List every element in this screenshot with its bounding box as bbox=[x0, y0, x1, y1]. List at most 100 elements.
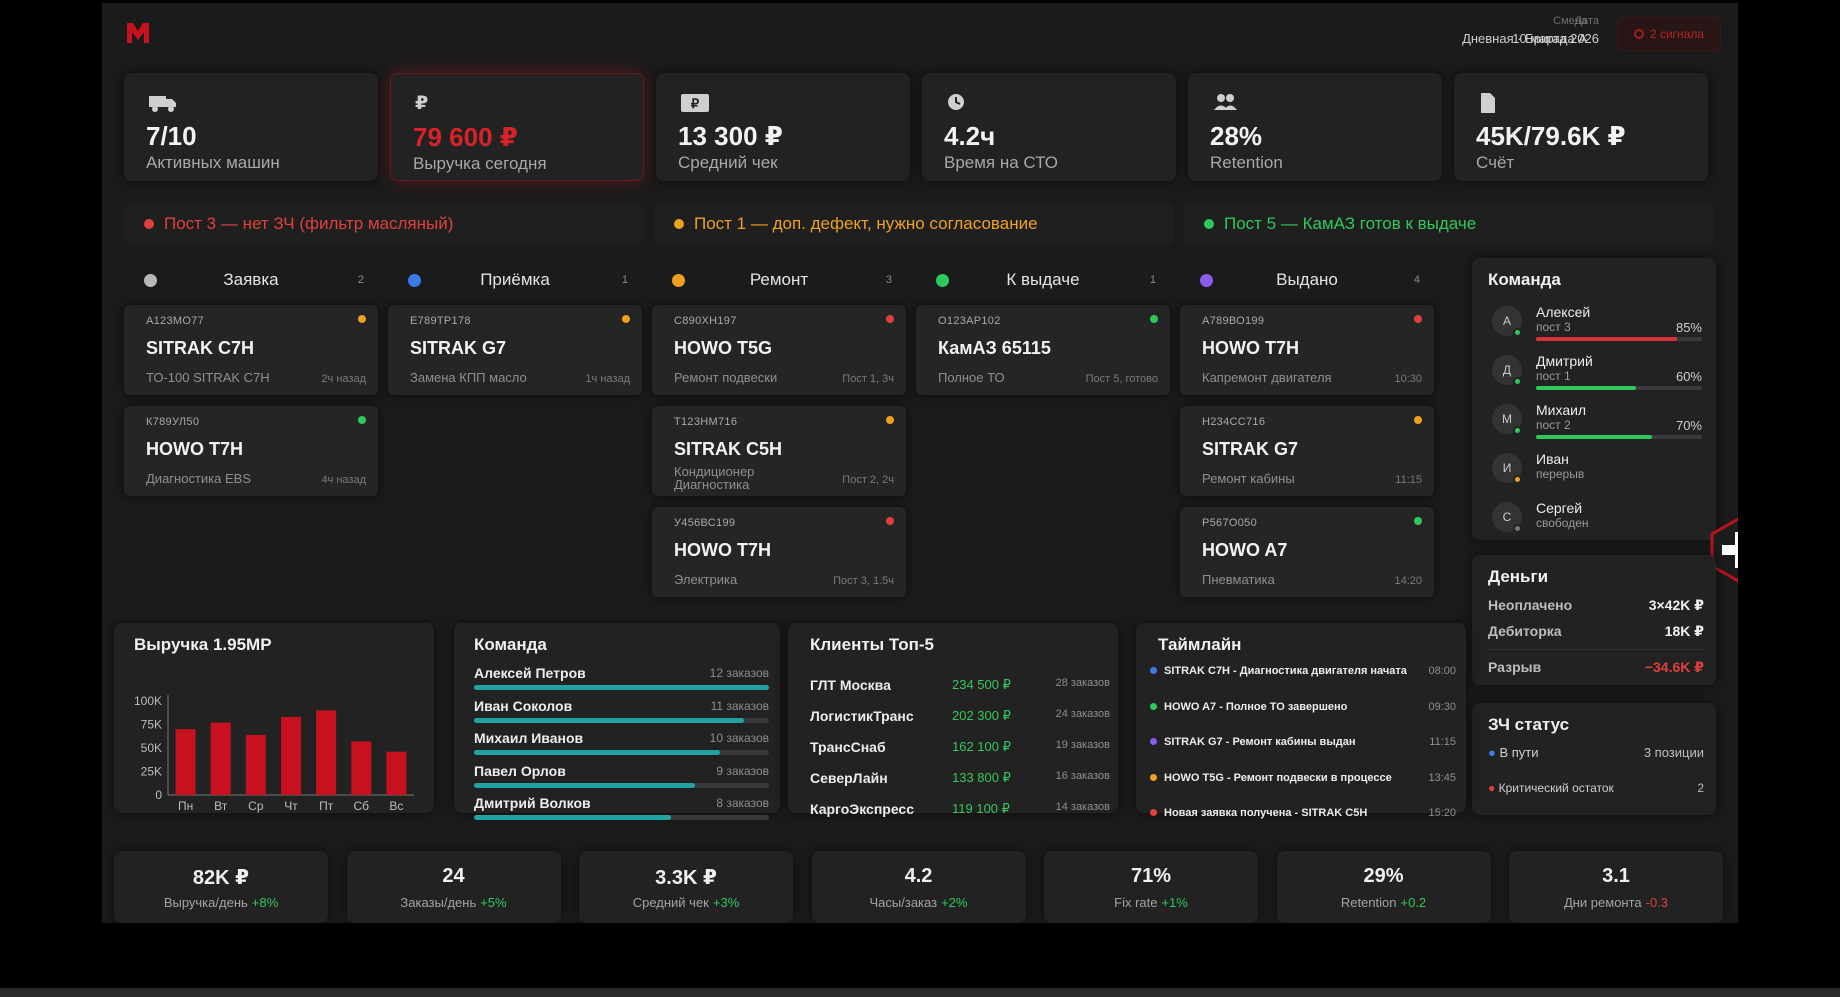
kpi-value: 13 300 ₽ bbox=[678, 121, 783, 151]
vehicle-plate: К789УЛ50 bbox=[146, 416, 200, 428]
timeline-row[interactable]: Новая заявка получена - SITRAK C5H 15:20 bbox=[1150, 807, 1456, 827]
revenue-bar[interactable] bbox=[281, 716, 301, 795]
timeline-row[interactable]: SITRAK C7H - Диагностика двигателя начат… bbox=[1150, 665, 1456, 685]
orders-bar bbox=[474, 717, 769, 723]
team-order-row[interactable]: Иван Соколов 11 заказов bbox=[474, 698, 769, 730]
kpi-invoice[interactable]: 45K/79.6K ₽ Счёт bbox=[1454, 73, 1708, 181]
kpi-avg-check[interactable]: ₽ 13 300 ₽ Средний чек bbox=[656, 73, 910, 181]
stat-card[interactable]: 3.1 Дни ремонта -0.3 bbox=[1509, 851, 1723, 923]
column-count: 4 bbox=[1413, 274, 1420, 286]
stat-value: 71% bbox=[1130, 865, 1172, 887]
timeline-row[interactable]: SITRAK G7 - Ремонт кабины выдан 11:15 bbox=[1150, 736, 1456, 756]
team-order-row[interactable]: Дмитрий Волков 8 заказов bbox=[474, 795, 769, 827]
kpi-revenue-today[interactable]: ₽ 79 600 ₽ Выручка сегодня bbox=[390, 73, 644, 181]
stat-card[interactable]: 82K ₽ Выручка/день +8% bbox=[114, 851, 328, 923]
vehicle-card[interactable]: Е789ТР178 SITRAK G7 Замена КПП масло 1ч наз… bbox=[388, 305, 642, 395]
money-panel: Деньги Неоплачено 3×42K ₽ Дебиторка 18K … bbox=[1472, 555, 1716, 685]
vehicle-card[interactable]: Р567О050 HOWO A7 Пневматика 14:20 bbox=[1180, 507, 1434, 597]
alarm-button[interactable]: 2 сигнала bbox=[1617, 17, 1721, 51]
vehicle-card[interactable]: К789УЛ50 HOWO T7H Диагностика EBS 4ч назад bbox=[124, 406, 378, 496]
team-order-row[interactable]: Михаил Иванов 10 заказов bbox=[474, 730, 769, 762]
kanban-column-header[interactable]: Заявка 2 bbox=[124, 265, 378, 295]
revenue-bar[interactable] bbox=[210, 722, 231, 795]
vehicle-plate: Н234СС716 bbox=[1202, 416, 1266, 428]
vehicle-card[interactable]: О123АР102 КамАЗ 65115 Полное ТО Пост 5, гот… bbox=[916, 305, 1170, 395]
vehicle-card[interactable]: Т123НМ716 SITRAK C5H Кондиционер Диагности… bbox=[652, 406, 906, 496]
vehicle-status-dot bbox=[1414, 416, 1422, 424]
client-row[interactable]: ГЛТ Москва 234 500 ₽ 28 заказов bbox=[810, 677, 1110, 697]
timeline-panel: Таймлайн SITRAK C7H - Диагностика двигат… bbox=[1136, 623, 1466, 819]
stat-label-line: Заказы/день +5% bbox=[347, 895, 561, 910]
employee-orders: 11 заказов bbox=[710, 698, 769, 713]
kanban-column-header[interactable]: Ремонт 3 bbox=[652, 265, 906, 295]
client-sum: 133 800 ₽ bbox=[952, 770, 1011, 785]
stat-label: Retention bbox=[1340, 895, 1397, 910]
column-status-dot bbox=[672, 273, 685, 287]
kanban-column-header[interactable]: Приёмка 1 bbox=[388, 265, 642, 295]
vehicle-status-dot bbox=[1150, 315, 1158, 323]
column-title: Выдано bbox=[1276, 270, 1338, 289]
kpi-active-cars[interactable]: 7/10 Активных машин bbox=[124, 73, 378, 181]
revenue-bar[interactable] bbox=[386, 751, 407, 795]
revenue-bar[interactable] bbox=[351, 741, 372, 795]
x-tick-label: Чт bbox=[284, 799, 298, 813]
revenue-bar[interactable] bbox=[316, 710, 337, 795]
client-row[interactable]: СеверЛайн 133 800 ₽ 16 заказов bbox=[810, 770, 1110, 790]
employee-orders: 12 заказов bbox=[709, 666, 769, 680]
vehicle-model: HOWO T7H bbox=[146, 439, 243, 459]
timeline-row[interactable]: HOWO T5G - Ремонт подвески в процессе 13:… bbox=[1150, 772, 1456, 792]
alert-item[interactable]: Пост 3 — нет ЗЧ (фильтр масляный) bbox=[124, 204, 644, 244]
client-orders: 14 заказов bbox=[1055, 801, 1110, 813]
stat-card[interactable]: 4.2 Часы/заказ +2% bbox=[811, 851, 1026, 923]
alert-item[interactable]: Пост 5 — КамАЗ готов к выдаче bbox=[1184, 204, 1714, 244]
alert-text: Пост 1 — доп. дефект, нужно согласование bbox=[694, 214, 1038, 233]
timeline-dot bbox=[1150, 809, 1157, 816]
team-order-row[interactable]: Алексей Петров 12 заказов bbox=[474, 665, 769, 697]
revenue-bar[interactable] bbox=[245, 734, 266, 795]
client-row[interactable]: ЛогистикТранс 202 300 ₽ 24 заказов bbox=[810, 708, 1110, 728]
stat-card[interactable]: 24 Заказы/день +5% bbox=[346, 851, 561, 923]
kpi-retention[interactable]: 28% Retention bbox=[1188, 73, 1442, 181]
vehicle-model: HOWO T5G bbox=[674, 338, 772, 358]
team-member[interactable]: И Иван перерыв bbox=[1492, 451, 1702, 491]
orders-bar-fill bbox=[474, 717, 745, 723]
svg-text:₽: ₽ bbox=[691, 96, 700, 111]
vehicle-task: Полное ТО bbox=[938, 370, 1005, 385]
team-member[interactable]: А Алексей пост 3 85% bbox=[1492, 304, 1702, 344]
y-tick-label: 100K bbox=[134, 694, 162, 708]
kanban-column-header[interactable]: К выдаче 1 bbox=[916, 265, 1170, 295]
debt-value: 18K ₽ bbox=[1664, 623, 1704, 639]
team-order-row[interactable]: Павел Орлов 9 заказов bbox=[474, 763, 769, 795]
team-member[interactable]: М Михаил пост 2 70% bbox=[1492, 402, 1702, 442]
kpi-time-at-service[interactable]: 4.2ч Время на СТО bbox=[922, 73, 1176, 181]
x-tick-label: Вт bbox=[214, 799, 228, 813]
stat-delta: +2% bbox=[941, 895, 968, 910]
vehicle-card[interactable]: А123МО77 SITRAK C7H ТО-100 SITRAK C7H 2ч на… bbox=[124, 305, 378, 395]
vehicle-card[interactable]: А789ВО199 HOWO T7H Капремонт двигателя 10:3… bbox=[1180, 305, 1434, 395]
parts-dot: ● bbox=[1488, 745, 1496, 760]
client-name: КаргоЭкспресс bbox=[810, 801, 915, 817]
stat-label: Fix rate bbox=[1114, 895, 1158, 910]
parts-row1-value: 3 позиции bbox=[1643, 745, 1704, 760]
vehicle-plate: А123МО77 bbox=[146, 315, 205, 327]
timeline-row[interactable]: HOWO A7 - Полное ТО завершено 09:30 bbox=[1150, 701, 1456, 721]
parts-row-in-transit: ● В пути 3 позиции bbox=[1488, 745, 1704, 760]
vehicle-card[interactable]: С890ХН197 HOWO T5G Ремонт подвески Пост 1, … bbox=[652, 305, 906, 395]
vehicle-plate: А789ВО199 bbox=[1202, 315, 1265, 327]
vehicle-card[interactable]: Н234СС716 SITRAK G7 Ремонт кабины 11:15 bbox=[1180, 406, 1434, 496]
member-load: 60% bbox=[1675, 369, 1702, 384]
stat-card[interactable]: 71% Fix rate +1% bbox=[1044, 851, 1258, 923]
stat-card[interactable]: 3.3K ₽ Средний чек +3% bbox=[579, 851, 793, 923]
add-button[interactable] bbox=[1706, 516, 1738, 584]
kanban-column-header[interactable]: Выдано 4 bbox=[1180, 265, 1434, 295]
team-member[interactable]: Д Дмитрий пост 1 60% bbox=[1492, 353, 1702, 393]
stat-card[interactable]: 29% Retention +0.2 bbox=[1276, 851, 1491, 923]
revenue-bar[interactable] bbox=[175, 729, 196, 795]
client-row[interactable]: КаргоЭкспресс 119 100 ₽ 14 заказов bbox=[810, 801, 1110, 821]
client-row[interactable]: ТрансСнаб 162 100 ₽ 19 заказов bbox=[810, 739, 1110, 759]
team-member[interactable]: С Сергей свободен bbox=[1492, 500, 1702, 540]
vehicle-task: Диагностика EBS bbox=[146, 471, 251, 486]
alert-item[interactable]: Пост 1 — доп. дефект, нужно согласование bbox=[654, 204, 1174, 244]
stat-label-line: Retention +0.2 bbox=[1277, 895, 1491, 910]
vehicle-card[interactable]: У456ВС199 HOWO T7H Электрика Пост 3, 1.5ч bbox=[652, 507, 906, 597]
